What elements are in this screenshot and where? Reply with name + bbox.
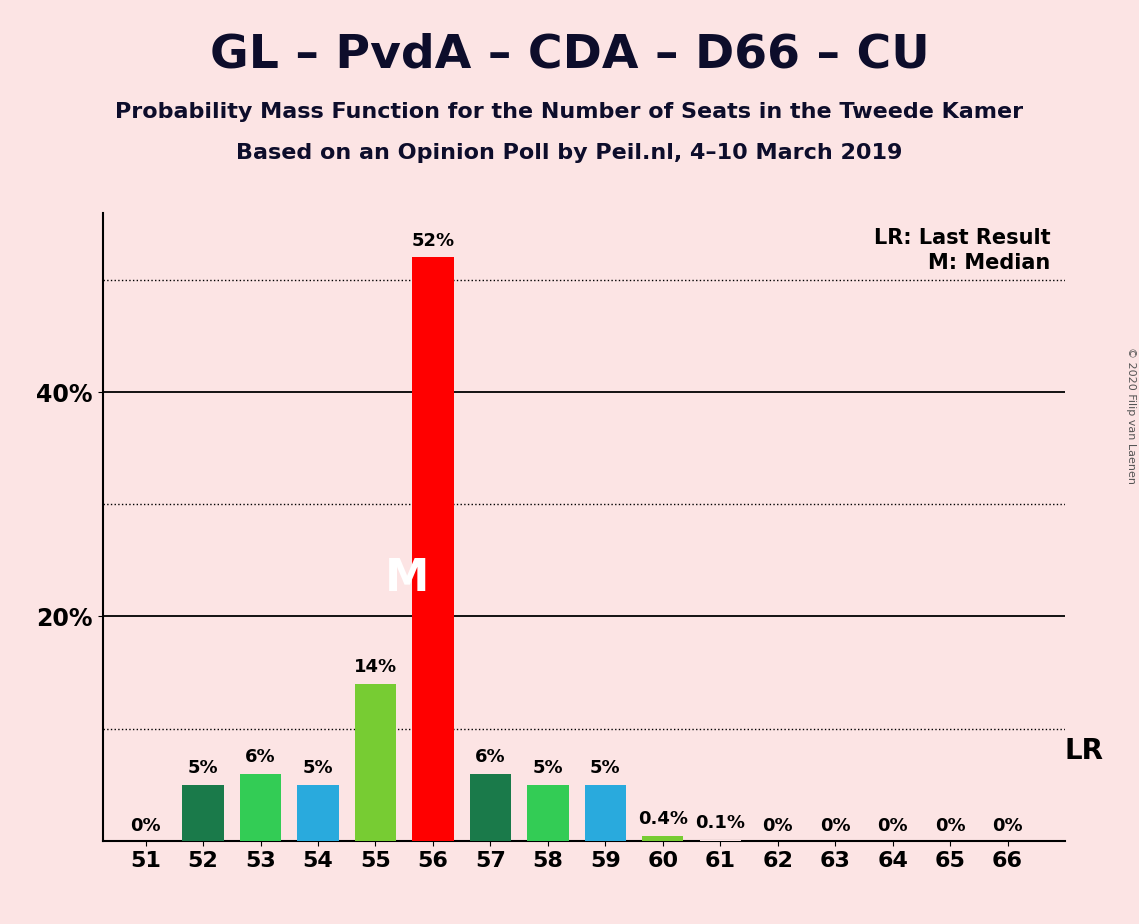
Text: © 2020 Filip van Laenen: © 2020 Filip van Laenen <box>1126 347 1136 484</box>
Text: 0%: 0% <box>130 817 161 835</box>
Text: 5%: 5% <box>303 759 334 777</box>
Text: 14%: 14% <box>354 658 398 676</box>
Text: 5%: 5% <box>590 759 621 777</box>
Text: 0%: 0% <box>935 817 966 835</box>
Bar <box>699 840 740 841</box>
Bar <box>584 784 626 841</box>
Text: 5%: 5% <box>188 759 219 777</box>
Text: M: M <box>385 557 429 600</box>
Text: 0%: 0% <box>992 817 1023 835</box>
Text: 6%: 6% <box>475 748 506 766</box>
Text: LR: LR <box>1065 737 1104 765</box>
Bar <box>527 784 568 841</box>
Bar <box>297 784 338 841</box>
Text: GL – PvdA – CDA – D66 – CU: GL – PvdA – CDA – D66 – CU <box>210 32 929 78</box>
Text: 0.4%: 0.4% <box>638 810 688 829</box>
Text: M: Median: M: Median <box>928 253 1050 274</box>
Bar <box>182 784 223 841</box>
Text: 0%: 0% <box>820 817 851 835</box>
Text: 5%: 5% <box>533 759 563 777</box>
Bar <box>642 836 683 841</box>
Text: LR: Last Result: LR: Last Result <box>874 228 1050 249</box>
Text: 52%: 52% <box>411 232 454 249</box>
Bar <box>354 684 396 841</box>
Text: 0%: 0% <box>762 817 793 835</box>
Text: 6%: 6% <box>245 748 276 766</box>
Text: Based on an Opinion Poll by Peil.nl, 4–10 March 2019: Based on an Opinion Poll by Peil.nl, 4–1… <box>236 143 903 164</box>
Bar <box>240 773 281 841</box>
Text: 0.1%: 0.1% <box>695 814 745 832</box>
Bar <box>469 773 511 841</box>
Bar <box>412 258 453 841</box>
Text: 0%: 0% <box>877 817 908 835</box>
Text: Probability Mass Function for the Number of Seats in the Tweede Kamer: Probability Mass Function for the Number… <box>115 102 1024 122</box>
